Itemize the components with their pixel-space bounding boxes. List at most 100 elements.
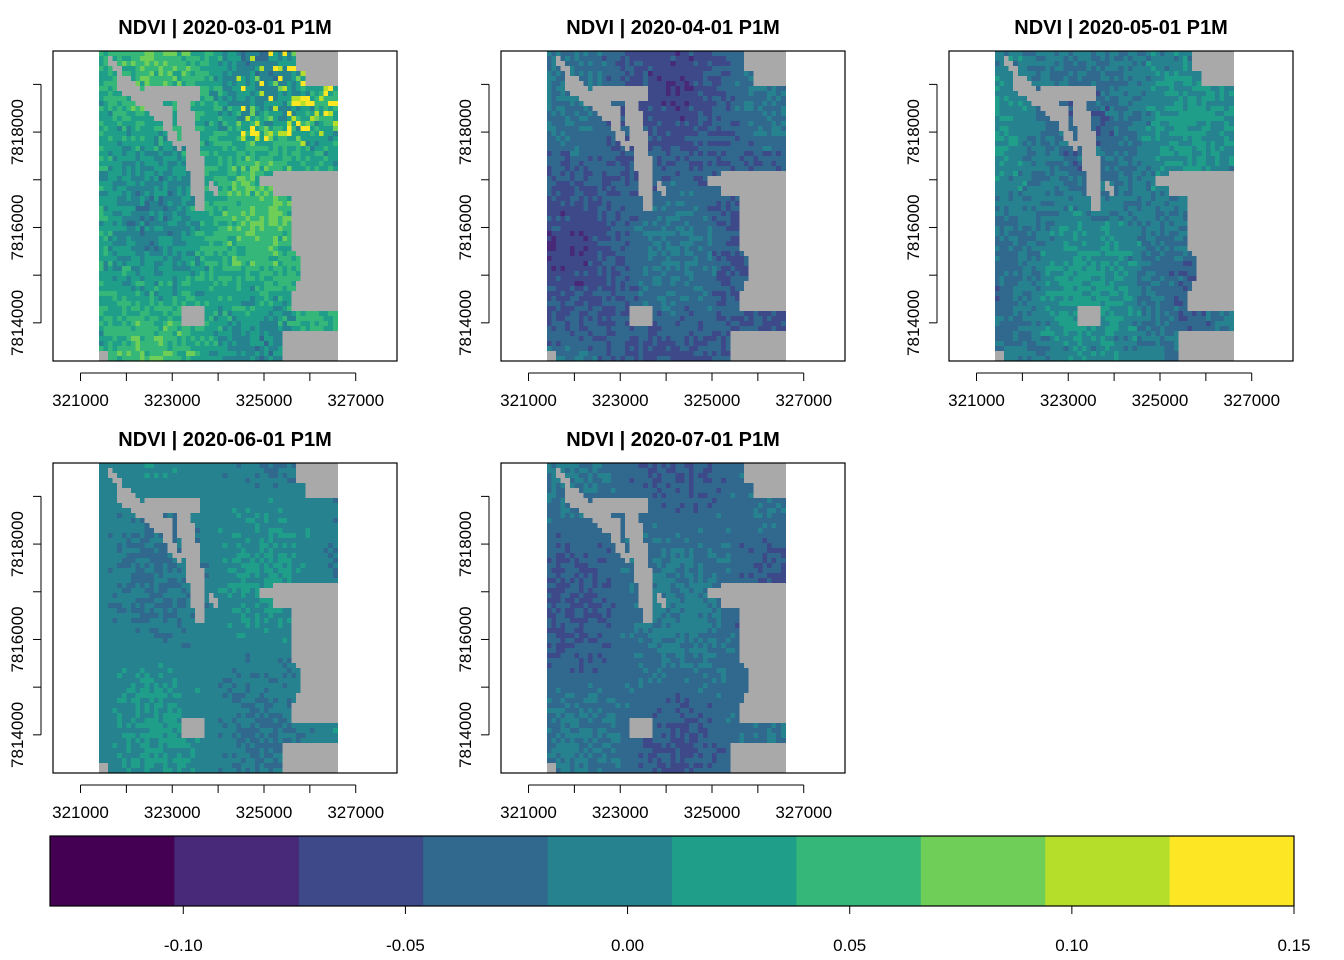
raster-cell [286, 91, 293, 97]
raster-cell [328, 76, 334, 82]
raster-cell [213, 56, 219, 62]
raster-cell [213, 111, 219, 117]
raster-cell [684, 101, 690, 107]
raster-cell [204, 276, 210, 282]
raster-cell [108, 216, 114, 222]
raster-cell [652, 211, 658, 217]
raster-cell [588, 136, 594, 142]
raster-cell [291, 331, 297, 337]
raster-cell [277, 86, 283, 92]
raster-cell [296, 341, 302, 347]
raster-cell [638, 131, 644, 137]
raster-cell [551, 161, 557, 167]
raster-cell [108, 146, 114, 152]
raster-cell [556, 76, 562, 82]
raster-cell [117, 306, 123, 312]
raster-cell [153, 301, 160, 307]
raster-cell [291, 146, 297, 152]
raster-cell [286, 341, 293, 347]
raster-cell [103, 276, 109, 282]
raster-cell [153, 161, 160, 167]
raster-cell [702, 61, 708, 67]
raster-cell [140, 81, 146, 87]
raster-cell [236, 321, 242, 327]
raster-cell [117, 161, 123, 167]
raster-cell [611, 56, 617, 62]
raster-cell [186, 316, 192, 322]
raster-cell [149, 186, 155, 192]
raster-cell [213, 81, 219, 87]
raster-cell [149, 291, 155, 297]
raster-cell [176, 131, 183, 137]
raster-cell [98, 306, 105, 312]
raster-cell [254, 146, 260, 152]
raster-cell [291, 151, 297, 157]
raster-cell [762, 171, 768, 177]
raster-cell [121, 91, 127, 97]
raster-cell [108, 161, 114, 167]
raster-cell [319, 346, 325, 352]
raster-cell [323, 61, 329, 67]
raster-cell [698, 121, 704, 127]
raster-cell [744, 161, 750, 167]
raster-cell [117, 96, 123, 102]
raster-cell [624, 56, 631, 62]
raster-cell [218, 181, 224, 187]
raster-cell [227, 126, 233, 132]
raster-cell [693, 71, 699, 77]
raster-cell [222, 316, 228, 322]
raster-cell [744, 201, 750, 207]
raster-cell [231, 61, 238, 67]
raster-cell [730, 76, 736, 82]
raster-cell [222, 281, 228, 287]
raster-cell [546, 91, 553, 97]
raster-cell [259, 206, 265, 212]
raster-cell [286, 136, 293, 142]
raster-cell [767, 76, 773, 82]
raster-cell [277, 331, 283, 337]
raster-cell [698, 101, 704, 107]
raster-cell [282, 81, 288, 87]
raster-cell [771, 126, 777, 132]
raster-cell [328, 176, 334, 182]
raster-cell [112, 306, 118, 312]
raster-cell [130, 106, 137, 112]
raster-cell [112, 296, 118, 302]
raster-cell [767, 111, 773, 117]
raster-cell [144, 216, 150, 222]
raster-cell [195, 106, 201, 112]
raster-cell [126, 161, 132, 167]
raster-cell [560, 166, 566, 172]
raster-cell [222, 236, 228, 242]
raster-cell [643, 146, 649, 152]
raster-cell [273, 306, 279, 312]
raster-cell [707, 146, 713, 152]
raster-cell [711, 181, 718, 187]
raster-cell [574, 181, 580, 187]
raster-cell [291, 261, 297, 267]
raster-cell [121, 341, 127, 347]
raster-cell [126, 86, 132, 92]
raster-cell [208, 251, 215, 257]
raster-cell [140, 216, 146, 222]
raster-cell [277, 226, 283, 232]
raster-cell [241, 151, 247, 157]
raster-cell [153, 251, 160, 257]
raster-cell [624, 131, 631, 137]
raster-cell [140, 291, 146, 297]
raster-cell [702, 206, 708, 212]
raster-cell [679, 56, 686, 62]
raster-cell [117, 346, 123, 352]
raster-cell [551, 86, 557, 92]
raster-cell [314, 181, 320, 187]
raster-cell [656, 186, 663, 192]
raster-cell [319, 101, 325, 107]
raster-cell [300, 161, 306, 167]
raster-cell [556, 66, 562, 72]
raster-cell [661, 206, 667, 212]
raster-cell [291, 201, 297, 207]
raster-cell [144, 131, 150, 137]
raster-cell [140, 211, 146, 217]
raster-cell [231, 96, 238, 102]
